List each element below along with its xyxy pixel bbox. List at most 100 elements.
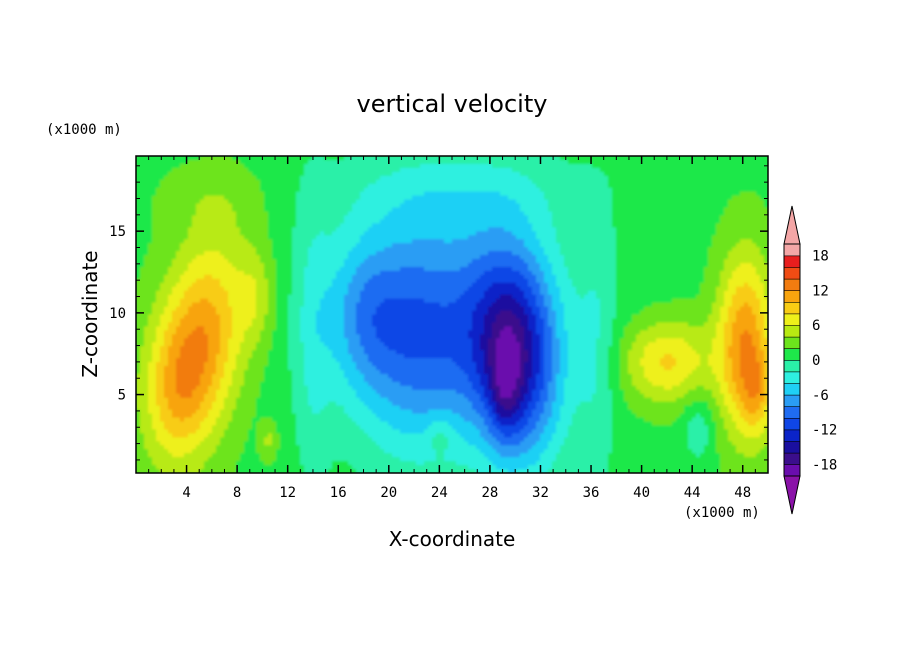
contour-cell	[404, 183, 409, 189]
contour-cell	[620, 203, 625, 209]
contour-cell	[732, 179, 737, 185]
contour-cell	[188, 199, 193, 205]
contour-cell	[328, 187, 333, 193]
contour-cell	[144, 251, 149, 256]
contour-cell	[184, 215, 189, 220]
contour-cell	[576, 191, 581, 197]
contour-cell	[440, 243, 445, 248]
contour-cell	[420, 191, 425, 197]
contour-cell	[444, 266, 449, 272]
contour-cell	[512, 175, 517, 181]
contour-cell	[360, 278, 365, 284]
contour-cell	[452, 199, 457, 205]
contour-cell	[680, 215, 685, 220]
contour-cell	[312, 203, 317, 209]
contour-cell	[500, 179, 505, 185]
contour-cell	[632, 156, 637, 161]
contour-cell	[512, 219, 517, 224]
contour-cell	[292, 278, 297, 284]
contour-cell	[728, 187, 733, 193]
contour-cell	[708, 199, 713, 205]
contour-cell	[752, 156, 757, 161]
contour-cell	[268, 167, 273, 173]
contour-cell	[508, 195, 513, 201]
contour-cell	[352, 175, 357, 181]
contour-cell	[744, 235, 749, 240]
contour-cell	[196, 211, 201, 217]
contour-cell	[180, 207, 185, 213]
contour-cell	[644, 159, 649, 165]
contour-cell	[168, 278, 173, 284]
contour-cell	[556, 187, 561, 193]
contour-cell	[748, 183, 753, 189]
contour-cell	[620, 207, 625, 213]
contour-cell	[516, 159, 521, 165]
contour-cell	[188, 270, 193, 276]
contour-cell	[684, 211, 689, 217]
contour-cell	[556, 223, 561, 228]
contour-cell	[492, 195, 497, 201]
contour-cell	[392, 239, 397, 244]
contour-cell	[180, 183, 185, 189]
contour-cell	[756, 262, 761, 268]
contour-cell	[708, 163, 713, 169]
contour-cell	[488, 243, 493, 248]
contour-cell	[264, 235, 269, 240]
contour-cell	[624, 255, 629, 260]
contour-cell	[160, 235, 165, 240]
contour-cell	[444, 159, 449, 165]
contour-cell	[692, 183, 697, 189]
contour-cell	[700, 219, 705, 224]
contour-cell	[440, 175, 445, 181]
contour-cell	[480, 223, 485, 228]
contour-cell	[312, 179, 317, 185]
contour-cell	[420, 247, 425, 252]
contour-cell	[532, 259, 537, 264]
contour-cell	[656, 270, 661, 276]
contour-cell	[460, 199, 465, 205]
contour-cell	[668, 179, 673, 185]
contour-cell	[288, 199, 293, 205]
contour-cell	[504, 187, 509, 193]
contour-cell	[172, 215, 177, 220]
contour-cell	[500, 243, 505, 248]
contour-cell	[656, 195, 661, 201]
contour-cell	[436, 243, 441, 248]
contour-cell	[392, 251, 397, 256]
contour-cell	[528, 183, 533, 189]
contour-cell	[368, 239, 373, 244]
contour-cell	[332, 156, 337, 161]
contour-cell	[620, 159, 625, 165]
contour-cell	[376, 243, 381, 248]
contour-cell	[372, 251, 377, 256]
contour-cell	[144, 195, 149, 201]
contour-cell	[152, 239, 157, 244]
contour-cell	[668, 262, 673, 268]
contour-cell	[660, 187, 665, 193]
contour-cell	[484, 251, 489, 256]
contour-cell	[596, 215, 601, 220]
contour-cell	[240, 235, 245, 240]
contour-cell	[564, 219, 569, 224]
contour-cell	[232, 235, 237, 240]
contour-cell	[372, 171, 377, 177]
contour-cell	[560, 207, 565, 213]
contour-cell	[580, 211, 585, 217]
contour-cell	[560, 187, 565, 193]
contour-cell	[488, 187, 493, 193]
contour-cell	[720, 207, 725, 213]
contour-cell	[188, 203, 193, 209]
contour-cell	[316, 163, 321, 169]
contour-cell	[584, 163, 589, 169]
contour-cell	[220, 215, 225, 220]
contour-cell	[448, 203, 453, 209]
contour-cell	[700, 270, 705, 276]
contour-cell	[460, 219, 465, 224]
contour-cell	[588, 195, 593, 201]
contour-cell	[144, 247, 149, 252]
contour-cell	[600, 183, 605, 189]
contour-cell	[576, 262, 581, 268]
contour-cell	[704, 167, 709, 173]
contour-cell	[672, 175, 677, 181]
contour-cell	[460, 179, 465, 185]
